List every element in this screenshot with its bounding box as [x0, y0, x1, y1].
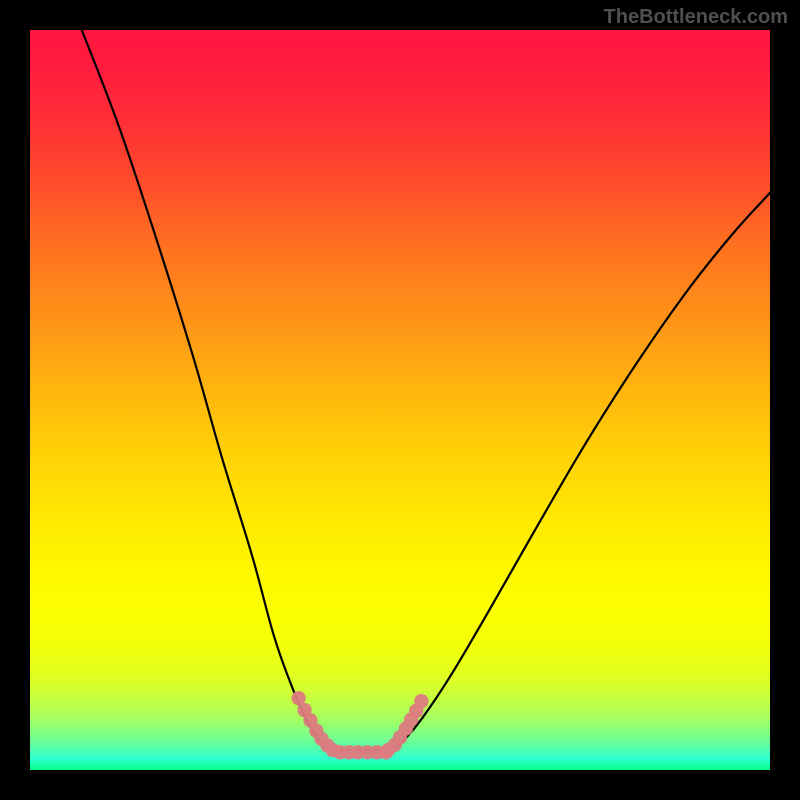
overlay-dot	[379, 745, 393, 759]
plot-area	[30, 30, 792, 770]
gradient-background	[30, 30, 770, 770]
watermark-text: TheBottleneck.com	[604, 6, 788, 29]
overlay-dot	[414, 694, 428, 708]
bottleneck-chart	[0, 0, 800, 800]
